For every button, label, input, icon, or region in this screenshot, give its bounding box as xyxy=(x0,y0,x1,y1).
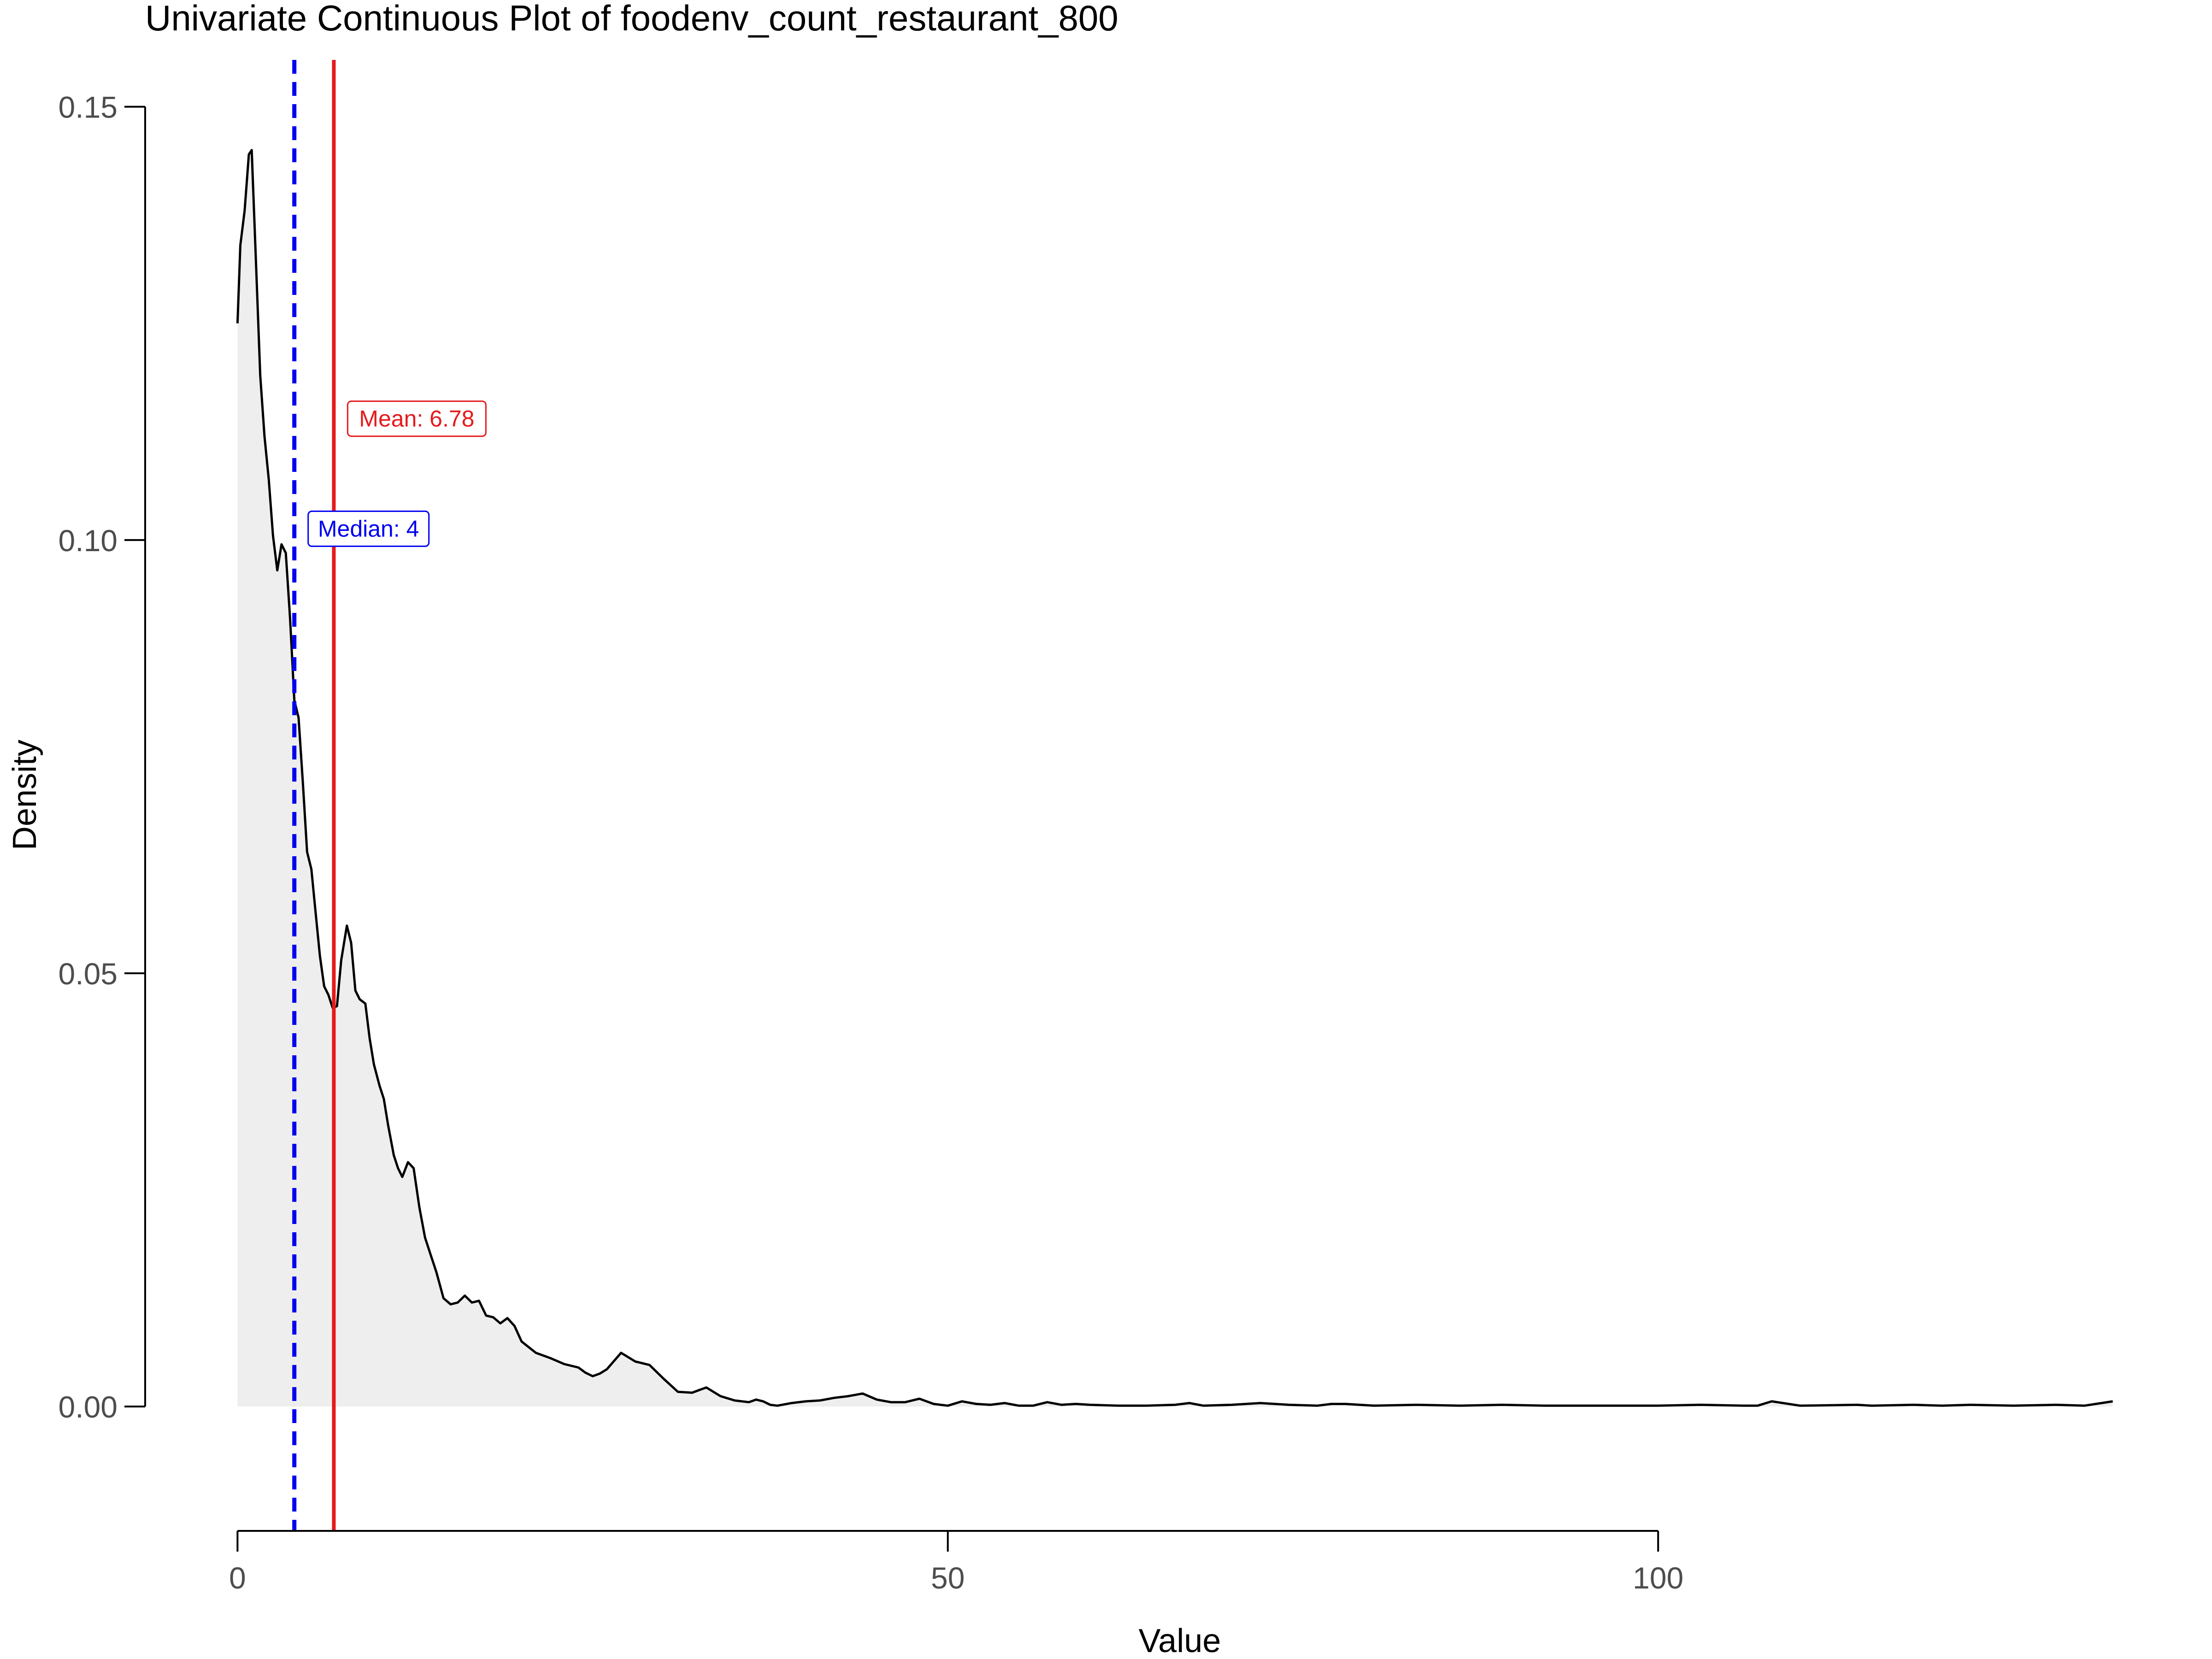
y-tick-label: 0.00 xyxy=(59,1390,118,1424)
x-tick-label: 50 xyxy=(931,1561,965,1595)
y-axis-title: Density xyxy=(6,740,43,850)
x-tick-label: 0 xyxy=(229,1561,246,1595)
x-axis: 0 50 100 xyxy=(229,1530,1683,1595)
y-tick-label: 0.05 xyxy=(59,957,118,991)
median-label-box xyxy=(307,510,430,547)
mean-label-box xyxy=(347,400,487,437)
plot-area: Mean: 6.78 Median: 4 xyxy=(236,60,2113,1530)
x-axis-title: Value xyxy=(1139,1623,1221,1659)
mean-label-text: Mean: 6.78 xyxy=(359,406,474,432)
x-tick-label: 100 xyxy=(1633,1561,1683,1595)
y-tick-label: 0.15 xyxy=(59,90,118,124)
y-axis: 0.00 0.05 0.10 0.15 xyxy=(59,90,146,1424)
mean-label: Mean: 6.78 xyxy=(347,400,487,437)
density-curve xyxy=(236,149,2113,1407)
median-label: Median: 4 xyxy=(307,510,430,547)
median-label-text: Median: 4 xyxy=(318,516,419,541)
chart-title: Univariate Continuous Plot of foodenv_co… xyxy=(145,0,1118,38)
y-tick-label: 0.10 xyxy=(59,524,118,558)
density-area-fill xyxy=(237,150,2113,1407)
